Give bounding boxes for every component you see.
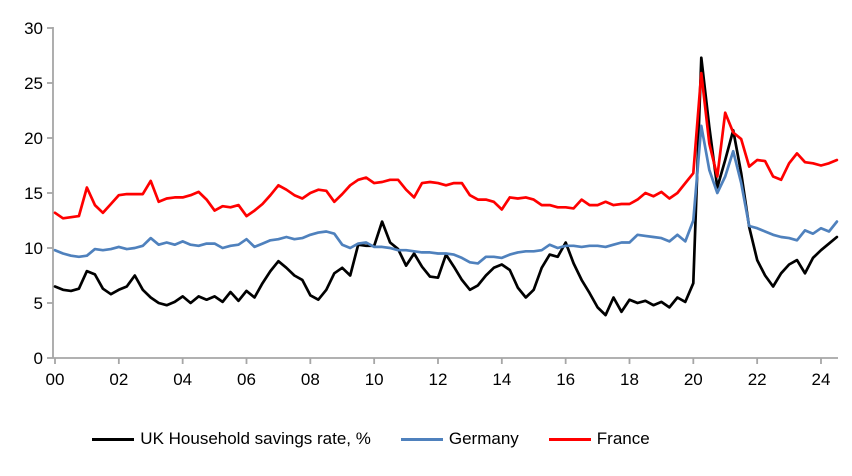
x-tick-label: 12 [429,370,448,389]
x-tick-label: 22 [748,370,767,389]
x-tick-label: 08 [301,370,320,389]
savings-rate-line-chart: 0 5 10 15 20 25 30 00 02 04 06 08 10 12 14 16 18 20 22 24 [24,19,839,389]
germany-line-swatch [400,437,443,441]
legend-item-france: France [548,429,650,449]
y-tick-label: 0 [34,349,43,368]
series-line-france [53,71,839,220]
y-tick-label: 10 [24,239,43,258]
y-tick-label: 20 [24,129,43,148]
france-line-swatch [548,437,591,441]
legend-label-france: France [596,429,650,448]
y-tick-label: 15 [24,184,43,203]
x-tick-label: 02 [109,370,128,389]
x-tick-label: 20 [684,370,703,389]
y-tick-label: 5 [34,294,43,313]
x-tick-label: 04 [173,370,192,389]
y-tick-label: 30 [24,19,43,38]
x-tick-label: 18 [620,370,639,389]
x-tick-label: 24 [812,370,831,389]
chart-legend: UK Household savings rate, % Germany Fra… [0,429,742,449]
legend-label-uk: UK Household savings rate, % [140,429,371,448]
x-tick-label: 06 [237,370,256,389]
x-tick-label: 00 [46,370,65,389]
legend-label-germany: Germany [448,429,519,448]
series-line-germany [53,124,839,265]
x-tick-label: 10 [365,370,384,389]
y-tick-label: 25 [24,74,43,93]
x-tick-label: 14 [492,370,511,389]
x-tick-label: 16 [556,370,575,389]
uk-line-swatch [92,437,135,441]
legend-item-germany: Germany [400,429,519,449]
legend-item-uk: UK Household savings rate, % [92,429,371,449]
